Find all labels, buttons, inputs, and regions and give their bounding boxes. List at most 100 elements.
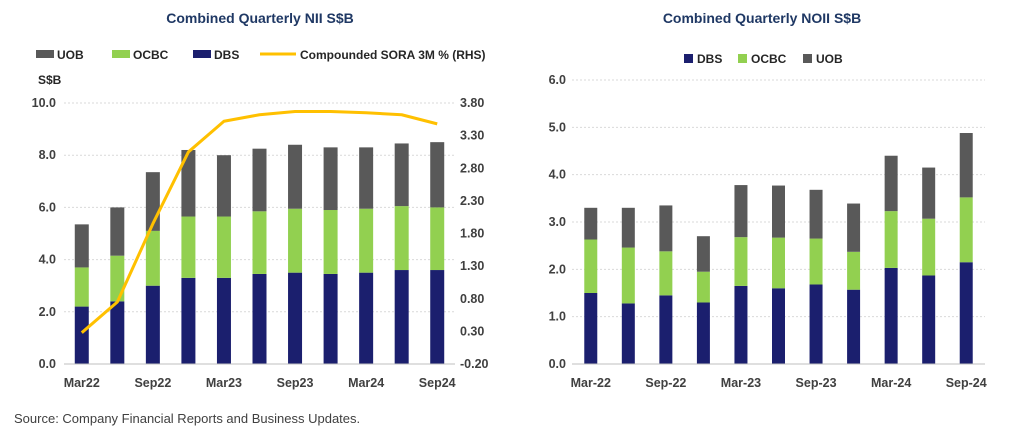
nii-bar-uob — [430, 142, 445, 208]
nii-y2-tick-label: 3.80 — [460, 96, 484, 110]
noii-bar-ocbc — [659, 251, 673, 296]
nii-bar-uob — [110, 207, 125, 256]
noii-x-tick-label: Mar-23 — [721, 376, 761, 390]
noii-bar-ocbc — [621, 247, 635, 304]
nii-x-tick-label: Mar22 — [64, 376, 100, 390]
noii-legend-label: DBS — [697, 52, 722, 66]
nii-bar-dbs — [252, 273, 267, 364]
nii-legend-swatch — [112, 50, 130, 58]
noii-y-tick-label: 4.0 — [549, 168, 566, 182]
noii-bar-uob — [772, 185, 785, 238]
nii-bar-dbs — [216, 277, 231, 364]
noii-bar-ocbc — [884, 211, 898, 268]
noii-y-tick-label: 2.0 — [549, 262, 566, 276]
nii-y-tick-label: 10.0 — [32, 96, 56, 110]
nii-legend-label: UOB — [57, 48, 84, 62]
nii-bar-dbs — [359, 272, 374, 364]
nii-bar-uob — [323, 147, 338, 211]
nii-sora-line — [80, 109, 438, 334]
nii-bar-dbs — [430, 270, 445, 364]
nii-y2-tick-label: 1.30 — [460, 259, 484, 273]
nii-bar-ocbc — [145, 230, 160, 286]
noii-bar-uob — [884, 155, 898, 212]
noii-legend-swatch — [684, 54, 693, 63]
nii-y2-tick-label: 2.80 — [460, 161, 484, 175]
nii-bar-uob — [216, 155, 231, 217]
nii-bar-ocbc — [74, 267, 89, 307]
noii-legend-label: OCBC — [751, 52, 787, 66]
noii-bar-uob — [621, 207, 635, 248]
nii-y-tick-label: 6.0 — [39, 200, 56, 214]
noii-x-tick-label: Mar-24 — [871, 376, 911, 390]
nii-bar-ocbc — [110, 255, 125, 302]
nii-bar-ocbc — [288, 208, 303, 273]
nii-y-tick-label: 2.0 — [39, 305, 56, 319]
noii-bar-uob — [959, 133, 973, 198]
nii-y2-tick-label: 0.80 — [460, 292, 484, 306]
nii-legend-swatch — [193, 50, 211, 58]
nii-bar-ocbc — [323, 210, 338, 274]
nii-chart-title: Combined Quarterly NII S$B — [166, 10, 353, 26]
nii-y-tick-label: 4.0 — [39, 253, 56, 267]
nii-bar-ocbc — [181, 216, 196, 278]
noii-bar-ocbc — [772, 237, 785, 289]
nii-bar-uob — [288, 144, 303, 209]
nii-legend-swatch — [36, 50, 54, 58]
nii-bar-uob — [252, 148, 267, 212]
nii-bar-uob — [394, 143, 409, 207]
noii-x-tick-label: Mar-22 — [571, 376, 611, 390]
nii-y-tick-label: 0.0 — [39, 357, 56, 371]
nii-x-tick-label: Sep24 — [419, 376, 456, 390]
noii-bar-dbs — [659, 295, 673, 364]
nii-bar-ocbc — [394, 206, 409, 271]
nii-chart: Combined Quarterly NII S$B UOB OCBC DBS Comp… — [32, 10, 489, 390]
nii-bar-dbs — [110, 301, 125, 364]
noii-bar-uob — [922, 167, 936, 219]
source-note: Source: Company Financial Reports and Bu… — [14, 411, 361, 426]
noii-chart-title: Combined Quarterly NOII S$B — [663, 10, 861, 26]
nii-bar-ocbc — [252, 211, 267, 274]
noii-bar-uob — [847, 203, 861, 252]
nii-y2-tick-label: 0.30 — [460, 324, 484, 338]
nii-bar-dbs — [181, 277, 196, 364]
nii-x-tick-label: Mar23 — [206, 376, 242, 390]
nii-bar-dbs — [74, 306, 89, 364]
noii-bar-dbs — [696, 302, 710, 364]
nii-bar-dbs — [145, 285, 160, 364]
noii-y-tick-label: 6.0 — [549, 73, 566, 87]
noii-legend-swatch — [803, 54, 812, 63]
nii-y2-tick-label: -0.20 — [460, 357, 489, 371]
nii-x-tick-label: Sep22 — [134, 376, 171, 390]
nii-bar-dbs — [394, 270, 409, 364]
noii-chart: Combined Quarterly NOII S$B DBS OCBC UOB 0.0… — [549, 10, 987, 390]
noii-bar-uob — [696, 236, 710, 272]
noii-bar-ocbc — [696, 271, 710, 303]
nii-y2-tick-label: 3.30 — [460, 129, 484, 143]
nii-y-tick-label: 8.0 — [39, 148, 56, 162]
noii-bar-ocbc — [809, 238, 823, 285]
noii-bar-dbs — [734, 285, 748, 364]
nii-bar-dbs — [288, 272, 303, 364]
nii-x-tick-label: Mar24 — [348, 376, 384, 390]
nii-y2-tick-label: 1.80 — [460, 227, 484, 241]
noii-bar-dbs — [922, 275, 936, 364]
noii-bar-uob — [584, 207, 598, 240]
noii-x-tick-label: Sep-22 — [645, 376, 686, 390]
nii-bar-ocbc — [430, 207, 445, 271]
nii-legend-label: DBS — [214, 48, 239, 62]
noii-bar-dbs — [959, 262, 973, 364]
noii-bar-uob — [659, 205, 673, 252]
noii-y-tick-label: 3.0 — [549, 215, 566, 229]
nii-bar-ocbc — [359, 208, 374, 273]
noii-bar-uob — [809, 189, 823, 239]
noii-bar-dbs — [584, 293, 598, 364]
noii-y-tick-label: 1.0 — [549, 310, 566, 324]
nii-bar-uob — [359, 147, 374, 209]
noii-legend-swatch — [738, 54, 747, 63]
noii-bar-ocbc — [922, 218, 936, 276]
noii-x-tick-label: Sep-23 — [796, 376, 837, 390]
nii-bar-dbs — [323, 273, 338, 364]
nii-y-unit: S$B — [38, 73, 62, 87]
noii-bar-uob — [734, 185, 748, 238]
